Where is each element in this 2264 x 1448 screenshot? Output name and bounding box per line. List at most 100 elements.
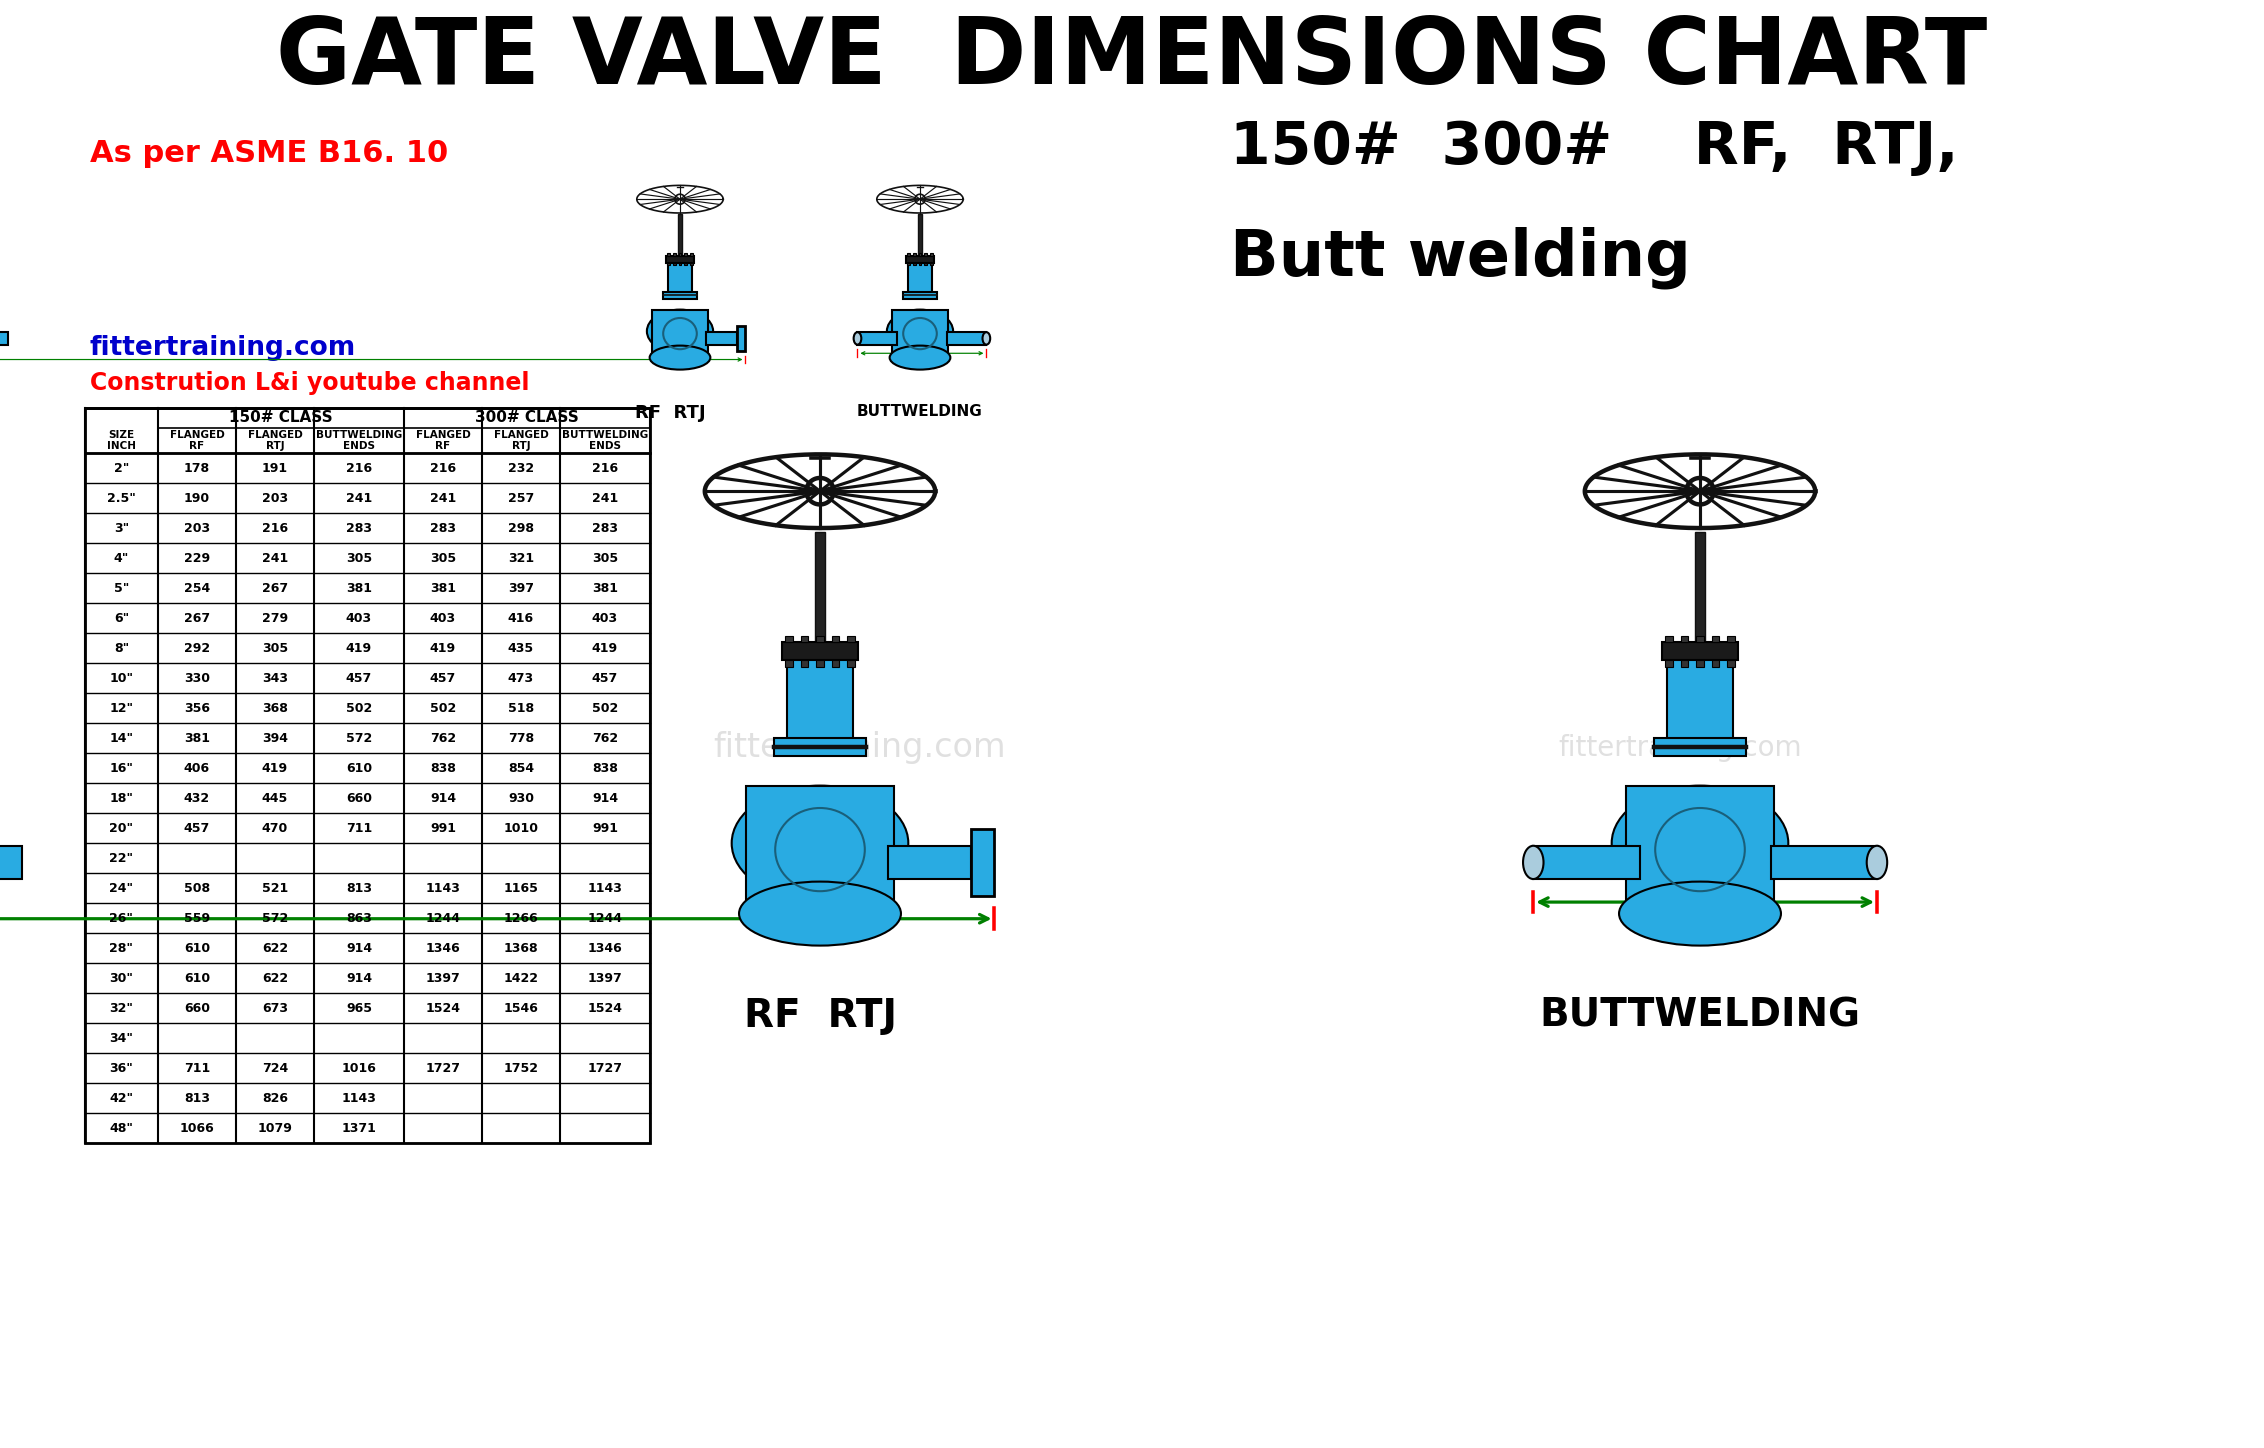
Text: 502: 502 [591, 701, 618, 714]
Text: 673: 673 [263, 1002, 288, 1015]
Text: 508: 508 [183, 882, 211, 895]
Text: 18": 18" [109, 792, 134, 805]
Text: 711: 711 [183, 1061, 211, 1074]
Text: 1524: 1524 [426, 1002, 460, 1015]
Bar [847, 660, 854, 666]
Bar [747, 786, 894, 914]
Bar [887, 846, 971, 879]
Text: 1346: 1346 [589, 941, 623, 954]
Text: 1244: 1244 [426, 911, 460, 924]
Ellipse shape [854, 332, 860, 345]
Text: 30": 30" [109, 972, 134, 985]
Text: 914: 914 [430, 792, 455, 805]
Bar [1655, 738, 1746, 756]
Text: FLANGED
RF: FLANGED RF [170, 430, 224, 452]
Text: 368: 368 [263, 701, 288, 714]
Text: 419: 419 [263, 762, 288, 775]
Text: 36": 36" [109, 1061, 134, 1074]
Text: BUTTWELDING: BUTTWELDING [858, 404, 983, 420]
Text: 711: 711 [346, 821, 371, 834]
Text: FLANGED
RTJ: FLANGED RTJ [494, 430, 548, 452]
Bar [666, 256, 695, 262]
Bar [684, 253, 688, 256]
Text: 254: 254 [183, 582, 211, 595]
Bar [919, 262, 921, 265]
Text: 1016: 1016 [342, 1061, 376, 1074]
Bar [831, 636, 840, 643]
Text: 403: 403 [346, 611, 371, 624]
Text: 241: 241 [591, 491, 618, 504]
Text: 1397: 1397 [426, 972, 460, 985]
Text: 330: 330 [183, 672, 211, 685]
Bar [1727, 636, 1734, 643]
Text: As per ASME B16. 10: As per ASME B16. 10 [91, 139, 448, 168]
Bar [668, 253, 670, 256]
Ellipse shape [983, 332, 989, 345]
Text: 3": 3" [113, 521, 129, 534]
Bar [691, 262, 693, 265]
Text: 279: 279 [263, 611, 288, 624]
Text: FLANGED
RTJ: FLANGED RTJ [247, 430, 303, 452]
Text: BUTTWELDING
ENDS: BUTTWELDING ENDS [561, 430, 648, 452]
Text: 610: 610 [183, 941, 211, 954]
Bar [672, 262, 675, 265]
Bar [1696, 636, 1705, 643]
Text: 1143: 1143 [342, 1092, 376, 1105]
Bar [672, 253, 675, 256]
Text: BUTTWELDING
ENDS: BUTTWELDING ENDS [317, 430, 403, 452]
Text: 559: 559 [183, 911, 211, 924]
Bar [86, 408, 650, 1142]
Bar [786, 657, 854, 741]
Bar [1666, 660, 1673, 666]
Text: 1727: 1727 [426, 1061, 460, 1074]
Ellipse shape [890, 346, 951, 369]
Bar [919, 214, 921, 262]
Bar [774, 738, 867, 756]
Bar [786, 660, 792, 666]
Text: 381: 381 [346, 582, 371, 595]
Text: 321: 321 [507, 552, 534, 565]
Ellipse shape [650, 346, 711, 369]
Bar [931, 262, 933, 265]
Ellipse shape [1868, 846, 1888, 879]
Text: 1066: 1066 [179, 1122, 215, 1134]
Text: 1165: 1165 [503, 882, 539, 895]
Text: RF  RTJ: RF RTJ [743, 996, 897, 1035]
Text: 622: 622 [263, 972, 288, 985]
Text: 26": 26" [109, 911, 134, 924]
Bar [1770, 846, 1877, 879]
Text: 419: 419 [591, 641, 618, 654]
Bar [652, 310, 709, 358]
Text: 572: 572 [346, 731, 371, 744]
Bar [1727, 660, 1734, 666]
Ellipse shape [887, 310, 953, 353]
Text: 403: 403 [591, 611, 618, 624]
Text: 622: 622 [263, 941, 288, 954]
Bar [0, 846, 23, 879]
Text: 1143: 1143 [426, 882, 460, 895]
Bar [931, 253, 933, 256]
Text: 283: 283 [591, 521, 618, 534]
Text: 813: 813 [183, 1092, 211, 1105]
Bar [801, 660, 808, 666]
Text: 381: 381 [591, 582, 618, 595]
Text: 914: 914 [346, 972, 371, 985]
Text: 1727: 1727 [586, 1061, 623, 1074]
Text: 1079: 1079 [258, 1122, 292, 1134]
Text: 854: 854 [507, 762, 534, 775]
Text: 190: 190 [183, 491, 211, 504]
Bar [847, 636, 854, 643]
Text: 305: 305 [430, 552, 455, 565]
Text: 502: 502 [430, 701, 455, 714]
Text: 416: 416 [507, 611, 534, 624]
Text: 762: 762 [591, 731, 618, 744]
Text: 305: 305 [346, 552, 371, 565]
Bar [781, 643, 858, 660]
Text: 14": 14" [109, 731, 134, 744]
Ellipse shape [731, 786, 908, 901]
Bar [903, 292, 937, 298]
Text: 48": 48" [109, 1122, 134, 1134]
Text: 724: 724 [263, 1061, 288, 1074]
Bar [691, 253, 693, 256]
Bar [1662, 643, 1739, 660]
